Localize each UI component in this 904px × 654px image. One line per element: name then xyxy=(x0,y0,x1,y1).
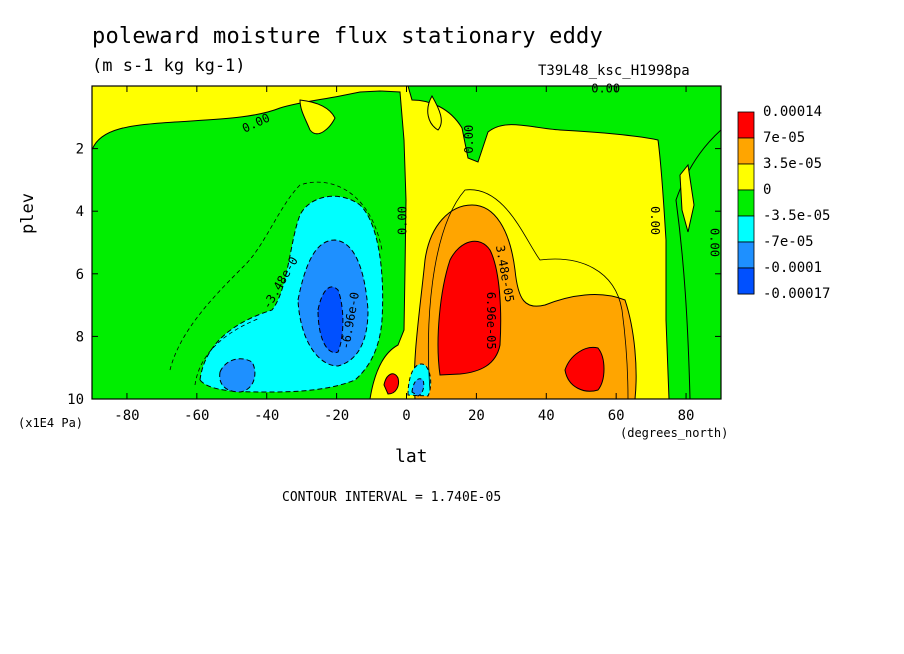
legend-label: 3.5e-05 xyxy=(763,156,822,172)
legend-label: -0.00017 xyxy=(763,286,830,302)
legend-swatch xyxy=(737,215,755,243)
x-tick-label: -40 xyxy=(254,408,279,424)
x-tick-label: 20 xyxy=(468,408,485,424)
contour-line-negative-2 xyxy=(194,317,261,386)
contour-label: 0.00 xyxy=(591,82,620,96)
plot-area xyxy=(92,86,721,399)
contour-label: 0.00 xyxy=(708,228,722,257)
contour-label: 0.00 xyxy=(396,206,410,235)
x-tick-label: 0 xyxy=(402,408,410,424)
chart-units: (m s-1 kg kg-1) xyxy=(92,56,246,76)
fill-red-1 xyxy=(437,240,502,376)
legend-label: -3.5e-05 xyxy=(763,208,830,224)
x-axis-label: lat xyxy=(395,446,428,467)
contour-label: 6.96e-05 xyxy=(484,292,498,350)
fill-equator-red xyxy=(383,373,399,395)
fill-equator-blue xyxy=(411,378,425,397)
run-label: T39L48_ksc_H1998pa xyxy=(538,63,690,79)
legend-label: 7e-05 xyxy=(763,130,805,146)
legend-swatch xyxy=(737,267,755,295)
fill-red-2 xyxy=(564,346,605,392)
legend-label: 0 xyxy=(763,182,771,198)
x-tick-label: -20 xyxy=(324,408,349,424)
x-tick-label: -60 xyxy=(184,408,209,424)
fill-yellow-pocket-3 xyxy=(427,94,442,131)
legend-label: -0.0001 xyxy=(763,260,822,276)
x-tick-label: -80 xyxy=(114,408,139,424)
x-tick-label: 80 xyxy=(678,408,695,424)
y-tick-label: 8 xyxy=(76,329,84,345)
legend: 0.00014 7e-05 3.5e-05 0 -3.5e-05 -7e-05 -0.000… xyxy=(737,104,830,302)
x-tick-label: 40 xyxy=(538,408,555,424)
legend-label: 0.00014 xyxy=(763,104,822,120)
y-axis-units: (x1E4 Pa) xyxy=(18,416,84,430)
legend-swatch xyxy=(737,241,755,269)
chart-title: poleward moisture flux stationary eddy xyxy=(92,24,603,49)
x-axis-units: (degrees_north) xyxy=(620,426,729,440)
y-tick-label: 10 xyxy=(67,392,84,408)
y-axis-label: plev xyxy=(18,193,38,234)
legend-label: -7e-05 xyxy=(763,234,814,250)
legend-swatch xyxy=(737,163,755,191)
contour-line-positive-1 xyxy=(427,189,629,399)
legend-swatch xyxy=(737,137,755,165)
fill-yellow-pocket-1 xyxy=(679,163,695,233)
y-tick-label: 6 xyxy=(76,267,84,283)
y-tick-label: 2 xyxy=(76,142,84,158)
legend-swatch xyxy=(737,111,755,139)
fill-blue-3 xyxy=(317,286,344,354)
y-tick-label: 4 xyxy=(76,204,84,220)
fill-yellow-pocket-2 xyxy=(299,99,336,135)
contour-interval-note: CONTOUR INTERVAL = 1.740E-05 xyxy=(282,490,502,505)
contour-label: 0.00 xyxy=(462,125,476,154)
legend-swatch xyxy=(737,189,755,217)
axes: -80 -60 -40 -20 0 20 40 60 80 2 4 6 8 10 xyxy=(67,86,721,424)
contour-label: 0.00 xyxy=(648,206,662,235)
x-tick-label: 60 xyxy=(608,408,625,424)
contour-line-negative-1 xyxy=(169,181,383,371)
fill-blue-2 xyxy=(219,358,256,393)
